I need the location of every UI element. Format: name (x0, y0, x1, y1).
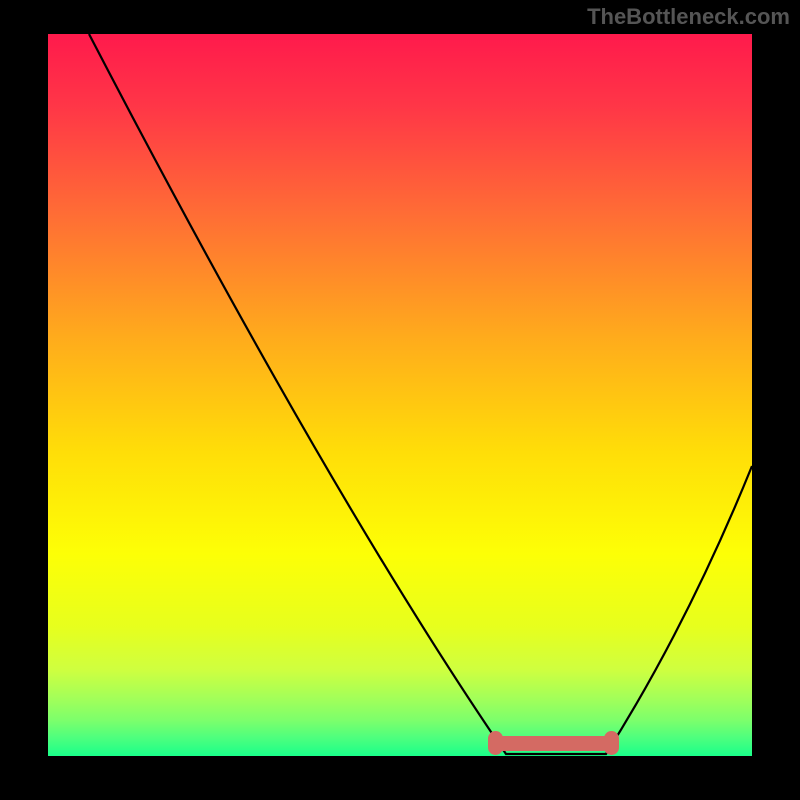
watermark-text: TheBottleneck.com (587, 4, 790, 30)
bottleneck-curve-svg (48, 34, 752, 756)
optimal-range-highlight (495, 736, 611, 751)
plot-area (48, 34, 752, 756)
optimal-range-right-tick (604, 731, 619, 755)
bottleneck-curve-path (89, 34, 752, 754)
optimal-range-left-tick (488, 731, 503, 755)
